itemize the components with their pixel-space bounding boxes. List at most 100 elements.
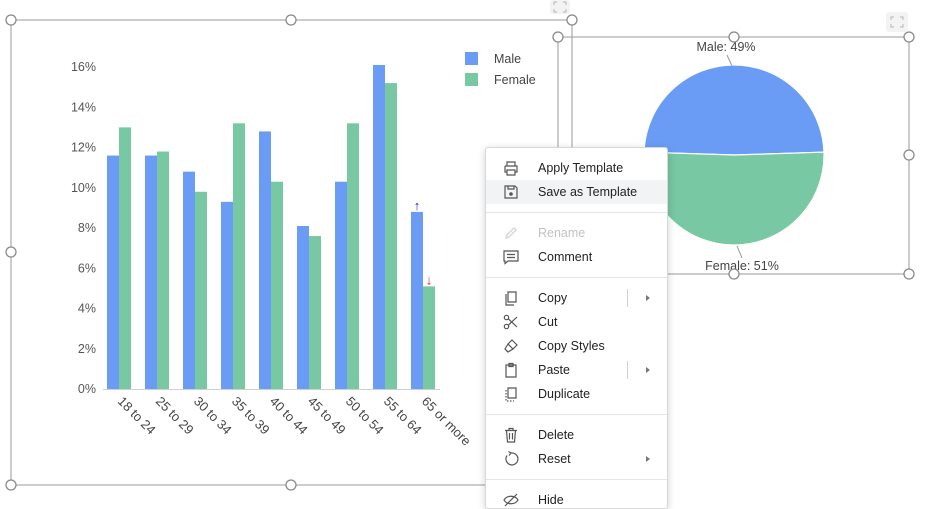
- female-bar[interactable]: [385, 83, 397, 389]
- menu-item-comment[interactable]: Comment: [486, 245, 667, 269]
- female-bar[interactable]: [119, 127, 131, 389]
- resize-handle[interactable]: [903, 149, 915, 161]
- male-bar[interactable]: [221, 201, 233, 389]
- x-tick-label: 30 to 34: [191, 394, 235, 438]
- x-tick-label: 45 to 49: [305, 394, 349, 438]
- clipboard-icon: [505, 362, 517, 378]
- pie-leader-line: [736, 245, 743, 259]
- y-tick-label: 6%: [78, 261, 96, 275]
- female-bar[interactable]: [309, 236, 321, 389]
- submenu-divider: [627, 289, 628, 307]
- x-tick-label: 40 to 44: [267, 394, 311, 438]
- menu-item-label: Rename: [538, 226, 586, 240]
- menu-item-label: Apply Template: [538, 161, 624, 175]
- reset-icon: [505, 450, 519, 466]
- menu-item-label: Copy Styles: [538, 339, 605, 353]
- female-bar[interactable]: [195, 191, 207, 389]
- save-icon: [504, 185, 518, 199]
- menu-item-label: Duplicate: [538, 387, 591, 401]
- y-tick-label: 2%: [78, 342, 96, 356]
- menu-item-save-as-template[interactable]: Save as Template: [486, 180, 667, 204]
- female-bar[interactable]: [271, 181, 283, 389]
- y-tick-label: 10%: [71, 181, 96, 195]
- menu-item-duplicate[interactable]: Duplicate: [486, 382, 667, 406]
- menu-divider: [486, 414, 667, 415]
- pie-slice-female[interactable]: [643, 151, 825, 246]
- x-tick-label: 55 to 64: [381, 394, 425, 438]
- menu-divider: [486, 277, 667, 278]
- y-tick-label: 16%: [71, 60, 96, 74]
- male-bar[interactable]: [373, 64, 385, 390]
- menu-item-copy[interactable]: Copy: [486, 286, 667, 310]
- resize-handle[interactable]: [903, 31, 915, 43]
- pie-chart[interactable]: Male: 49% Female: 51%: [643, 40, 825, 273]
- resize-handle[interactable]: [285, 479, 297, 491]
- female-bar[interactable]: [157, 151, 169, 389]
- menu-item-apply-template[interactable]: Apply Template: [486, 156, 667, 180]
- chevron-right-icon[interactable]: [646, 295, 650, 301]
- menu-item-rename: Rename: [486, 221, 667, 245]
- menu-item-label: Copy: [538, 291, 568, 305]
- expand-icon[interactable]: [550, 0, 570, 14]
- resize-handle[interactable]: [285, 14, 297, 26]
- resize-handle[interactable]: [728, 268, 740, 280]
- duplicate-icon: [505, 387, 517, 402]
- female-bar[interactable]: [347, 123, 359, 389]
- submenu-divider: [627, 361, 628, 379]
- comment-icon: [503, 250, 519, 265]
- bar-chart-legend: Male Female: [465, 52, 536, 87]
- context-menu: Apply Template Save as Template Rename C…: [485, 147, 668, 509]
- menu-item-label: Hide: [538, 493, 564, 507]
- trash-icon: [505, 427, 517, 443]
- x-tick-label: 25 to 29: [153, 394, 197, 438]
- legend-label: Female: [494, 73, 536, 87]
- menu-item-label: Cut: [538, 315, 558, 329]
- resize-handle[interactable]: [903, 268, 915, 280]
- x-tick-label: 35 to 39: [229, 394, 273, 438]
- male-bar[interactable]: [107, 155, 119, 389]
- printer-icon: [504, 161, 518, 176]
- menu-item-label: Reset: [538, 452, 571, 466]
- menu-item-label: Save as Template: [538, 185, 638, 199]
- menu-item-cut[interactable]: Cut: [486, 310, 667, 334]
- resize-handle[interactable]: [5, 479, 17, 491]
- chevron-right-icon[interactable]: [646, 367, 650, 373]
- menu-item-paste[interactable]: Paste: [486, 358, 667, 382]
- expand-icon[interactable]: [886, 12, 908, 32]
- menu-item-copy-styles[interactable]: Copy Styles: [486, 334, 667, 358]
- female-bar[interactable]: [233, 123, 245, 389]
- male-bar[interactable]: [335, 181, 347, 389]
- legend-swatch: [465, 52, 478, 65]
- up-arrow-annotation: ↑: [414, 198, 421, 213]
- resize-handle[interactable]: [566, 14, 578, 26]
- legend-swatch: [465, 73, 478, 86]
- resize-handle[interactable]: [5, 246, 17, 258]
- pie-leader-line: [726, 54, 733, 67]
- down-arrow-annotation: ↓: [426, 272, 433, 287]
- male-bar[interactable]: [259, 131, 271, 389]
- resize-handle[interactable]: [5, 14, 17, 26]
- y-tick-label: 14%: [71, 100, 96, 114]
- resize-handle[interactable]: [728, 31, 740, 43]
- male-bar[interactable]: [183, 171, 195, 389]
- menu-item-reset[interactable]: Reset: [486, 447, 667, 471]
- menu-divider: [486, 479, 667, 480]
- hide-eye-icon: [503, 493, 519, 507]
- male-bar[interactable]: [411, 211, 423, 389]
- menu-item-hide[interactable]: Hide: [486, 488, 667, 508]
- menu-item-label: Paste: [538, 363, 570, 377]
- menu-divider: [486, 212, 667, 213]
- pie-slice-male[interactable]: [643, 64, 825, 156]
- menu-item-delete[interactable]: Delete: [486, 423, 667, 447]
- x-tick-label: 18 to 24: [115, 394, 159, 438]
- pie-data-label: Female: 51%: [705, 259, 779, 273]
- y-tick-label: 8%: [78, 221, 96, 235]
- chevron-right-icon[interactable]: [646, 456, 650, 462]
- menu-item-label: Comment: [538, 250, 593, 264]
- male-bar[interactable]: [145, 155, 157, 389]
- female-bar[interactable]: [423, 286, 435, 389]
- male-bar[interactable]: [297, 225, 309, 389]
- y-tick-label: 4%: [78, 302, 96, 316]
- resize-handle[interactable]: [552, 31, 564, 43]
